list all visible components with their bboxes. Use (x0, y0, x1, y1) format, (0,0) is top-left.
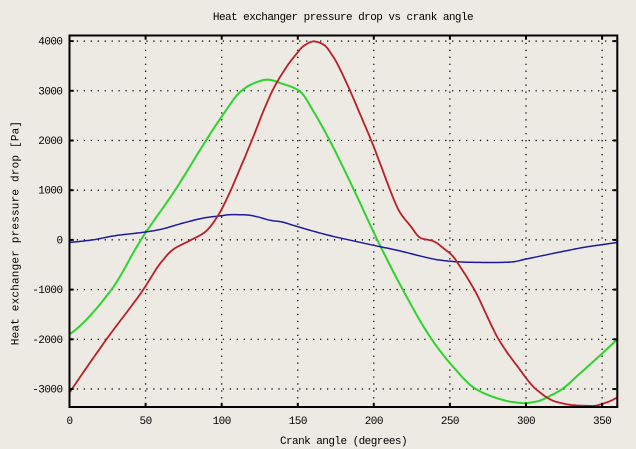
svg-text:0: 0 (56, 235, 62, 247)
svg-text:-3000: -3000 (32, 385, 62, 397)
svg-text:Heat exchanger pressure drop [: Heat exchanger pressure drop [Pa] (11, 121, 23, 345)
svg-text:150: 150 (289, 416, 307, 428)
svg-text:0: 0 (66, 416, 72, 428)
svg-text:200: 200 (365, 416, 383, 428)
svg-text:-1000: -1000 (32, 285, 62, 297)
svg-text:3000: 3000 (38, 86, 62, 98)
svg-text:-2000: -2000 (32, 335, 62, 347)
svg-text:350: 350 (593, 416, 611, 428)
svg-text:250: 250 (441, 416, 459, 428)
svg-text:4000: 4000 (38, 37, 62, 49)
svg-text:Heat exchanger pressure drop v: Heat exchanger pressure drop vs crank an… (213, 12, 473, 24)
svg-text:Crank angle (degrees): Crank angle (degrees) (280, 436, 407, 448)
svg-text:50: 50 (140, 416, 152, 428)
svg-text:300: 300 (517, 416, 535, 428)
svg-text:1000: 1000 (38, 186, 62, 198)
svg-text:100: 100 (213, 416, 231, 428)
svg-text:2000: 2000 (38, 136, 62, 148)
